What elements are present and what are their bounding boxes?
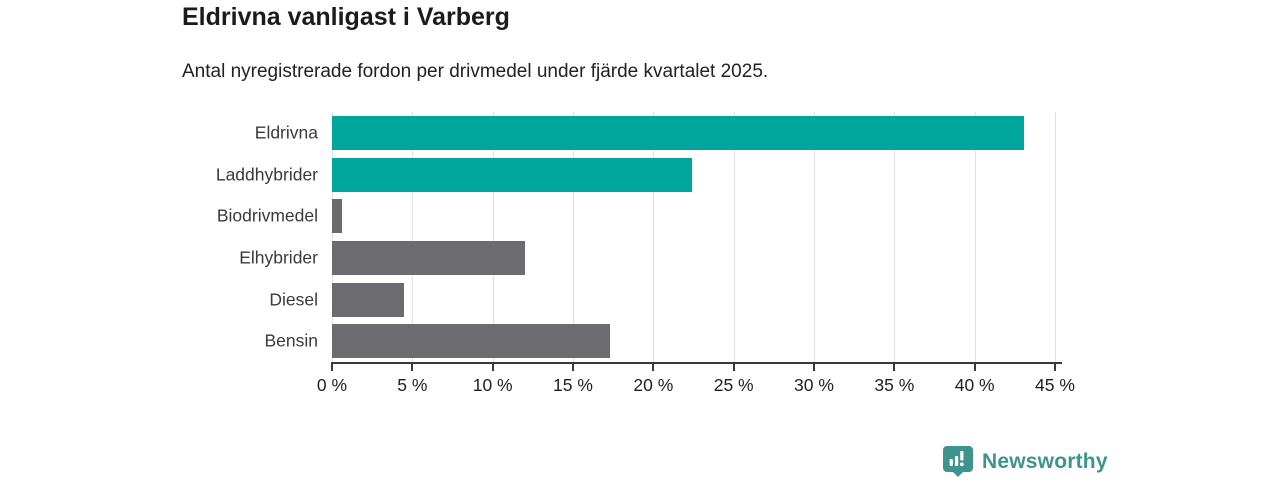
chart-title: Eldrivna vanligast i Varberg	[182, 3, 510, 31]
category-label-elhybrider: Elhybrider	[239, 247, 318, 268]
axis-tick	[331, 364, 333, 371]
category-label-laddhybrider: Laddhybrider	[215, 164, 318, 184]
gridline	[332, 112, 333, 362]
bar-eldrivna	[332, 115, 1025, 150]
bar-row: Eldrivna	[255, 112, 1055, 154]
gridline	[974, 112, 976, 362]
gridline	[573, 112, 574, 362]
axis-tick-label: 35 %	[874, 375, 915, 395]
category-label-biodrivmedel: Biodrivmedel	[216, 205, 318, 226]
axis-tick-label: 10 %	[472, 375, 513, 395]
axis-tick	[491, 364, 494, 371]
gridline	[412, 112, 414, 362]
axis-tick-label: 25 %	[713, 375, 754, 395]
chart-subtitle: Antal nyregistrerade fordon per drivmede…	[182, 61, 769, 82]
bar-row: Biodrivmedel	[217, 195, 1055, 237]
gridline	[894, 112, 896, 362]
axis-tick-label: 30 %	[794, 375, 834, 395]
axis-tick	[813, 364, 815, 371]
axis-tick-label: 15 %	[553, 375, 593, 395]
bar-rows: Eldrivna Laddhybrider Biodrivmedel Elhybrid…	[216, 112, 1055, 362]
category-label-eldrivna: Eldrivna	[254, 122, 318, 143]
axis-tick-label: 5 %	[397, 375, 428, 395]
axis-tick	[973, 364, 976, 371]
bar-laddhybrider	[332, 157, 692, 192]
gridline	[653, 112, 655, 362]
bar-biodrivmedel	[332, 199, 342, 234]
x-axis-line	[331, 362, 1062, 364]
x-axis: 0 % 5 % 10 % 15 % 20 % 25 % 30 % 35 % 40 % 45 %	[317, 362, 1075, 398]
axis-tick	[893, 364, 896, 371]
bar-elhybrider	[332, 240, 525, 275]
axis-tick-label: 0 %	[316, 375, 348, 395]
gridline	[492, 112, 494, 362]
bar-diesel	[332, 282, 405, 317]
category-label-bensin: Bensin	[264, 330, 318, 351]
bar-row: Elhybrider	[239, 237, 1055, 279]
newsworthy-icon	[943, 446, 973, 477]
plot-area: Eldrivna Laddhybrider Biodrivmedel Elhybrid…	[216, 112, 1056, 362]
bar-bensin	[332, 324, 610, 359]
bar-row: Diesel	[269, 279, 1055, 321]
axis-tick-label: 45 %	[1035, 375, 1075, 395]
axis-tick-label: 40 %	[954, 375, 995, 395]
axis-tick	[652, 364, 655, 371]
bar-row: Bensin	[264, 320, 1055, 362]
gridline	[733, 112, 735, 362]
axis-tick-label: 20 %	[633, 375, 674, 395]
gridline	[1055, 112, 1056, 362]
newsworthy-logo: Newsworthy	[943, 446, 1108, 477]
gridline	[814, 112, 815, 362]
axis-tick	[572, 364, 574, 371]
category-label-diesel: Diesel	[269, 289, 318, 310]
axis-tick	[411, 364, 414, 371]
axis-tick	[1054, 364, 1056, 371]
axis-tick	[732, 364, 735, 371]
newsworthy-wordmark: Newsworthy	[982, 449, 1108, 473]
bar-row: Laddhybrider	[216, 154, 1055, 196]
